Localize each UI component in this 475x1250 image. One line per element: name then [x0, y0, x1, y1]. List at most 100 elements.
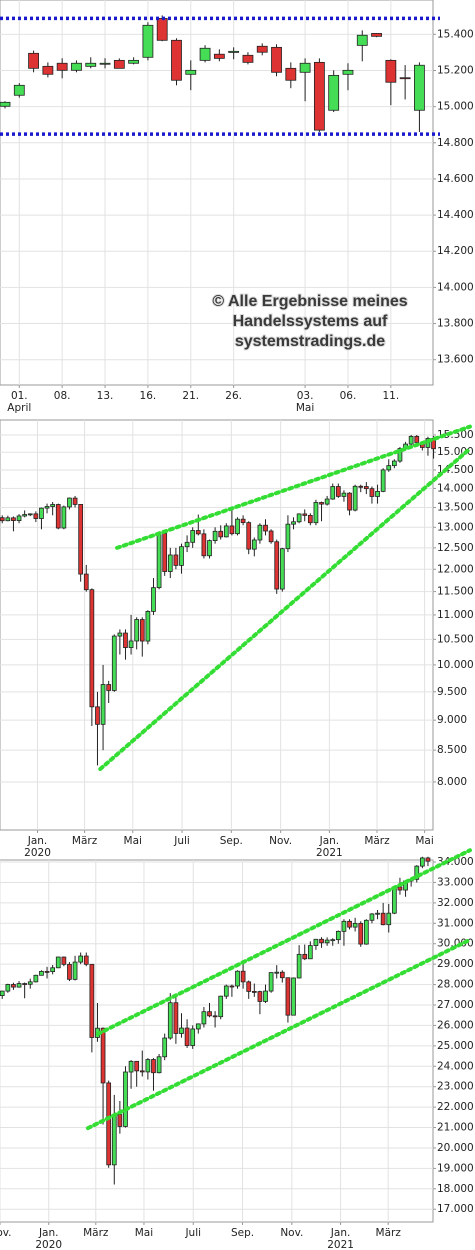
x-tick-label: Jan. [38, 1227, 59, 1239]
candle-body [330, 939, 336, 942]
candle-body [358, 485, 364, 488]
candle-body [117, 1114, 123, 1127]
y-tick-label: 14.500 [437, 464, 474, 476]
candle-body [268, 530, 274, 543]
trendline [115, 424, 472, 550]
y-tick-label: 15.200 [437, 64, 474, 76]
candle-body [78, 504, 84, 575]
candle-body [28, 52, 39, 69]
x-tick-label: 11. [382, 390, 399, 402]
candle-body [397, 886, 403, 891]
candle-body [67, 497, 72, 508]
candle-body [313, 938, 319, 946]
y-tick-label: 10.000 [437, 659, 474, 671]
candle-body [72, 961, 78, 980]
candle-body [212, 530, 218, 542]
y-tick-label: 11.000 [437, 609, 474, 621]
candle-body [50, 967, 56, 973]
candle-body [414, 865, 420, 880]
candle-body [55, 504, 61, 529]
candle-body [319, 938, 324, 944]
y-tick-label: 8.500 [437, 744, 467, 756]
candle-body [291, 977, 296, 1016]
x-tick-label: Jan. [330, 1227, 351, 1239]
x-tick-label: Nov. [280, 1227, 303, 1239]
candle-body [256, 45, 268, 53]
trendline [96, 848, 472, 1036]
candle-body [335, 930, 341, 941]
y-tick-label: 15.500 [437, 429, 474, 441]
candle-body [99, 62, 111, 65]
candle-body [42, 65, 54, 75]
y-tick-label: 11.500 [437, 586, 474, 598]
y-tick-label: 9.000 [437, 714, 467, 726]
candle-body [274, 541, 280, 590]
candle-body [179, 1027, 184, 1034]
candle-body [111, 1114, 117, 1166]
candle-body [134, 1060, 140, 1072]
y-tick-label: 27.000 [437, 999, 474, 1011]
y-tick-label: 12.500 [437, 542, 474, 554]
candle-body [0, 101, 11, 107]
candle-body [0, 517, 5, 522]
candle-body [145, 610, 151, 642]
candle-body [313, 502, 319, 524]
candle-body [218, 995, 224, 1018]
candle-body [414, 64, 425, 111]
candle-body [380, 912, 386, 926]
y-tick-label: 14.800 [437, 137, 474, 149]
candle-body [100, 1027, 106, 1084]
candle-body [151, 1059, 156, 1074]
candle-body [363, 919, 369, 945]
x-tick-label: Jan. [319, 835, 340, 847]
candle-body [5, 517, 11, 522]
candle-body [307, 514, 313, 524]
watermark: Handelssystems auf [233, 313, 388, 330]
candle-body [330, 486, 336, 500]
x-tick-label: Mai [135, 1227, 153, 1239]
candle-body [324, 939, 330, 944]
y-tick-label: 33.000 [437, 876, 474, 888]
candle-body [39, 507, 44, 519]
candle-body [113, 59, 125, 69]
y-tick-label: 10.500 [437, 633, 474, 645]
candle-body [257, 991, 263, 1002]
candle-body [106, 1082, 112, 1166]
x-tick-label: Juli [184, 1227, 201, 1239]
candle-body [263, 524, 268, 532]
y-tick-label: 34.000 [437, 856, 474, 868]
candle-body [27, 981, 33, 985]
watermark: systemstradings.de [235, 333, 385, 350]
candle-body [128, 1060, 134, 1073]
x-tick-label-secondary: 2020 [35, 1239, 62, 1250]
candle-body [369, 913, 375, 921]
candle-body [386, 912, 392, 926]
candle-body [190, 1028, 196, 1046]
y-tick-label: 26.000 [437, 1019, 474, 1031]
candle-body [235, 970, 240, 987]
y-tick-label: 9.500 [437, 686, 467, 698]
candle-body [190, 530, 196, 543]
candle-body [285, 67, 297, 81]
candle-body [167, 554, 173, 572]
candle-body [139, 619, 145, 642]
candle-body [307, 945, 313, 960]
candle-body [11, 517, 16, 521]
candle-body [72, 497, 78, 505]
x-tick-label: 03. [297, 390, 314, 402]
y-tick-label: 14.400 [437, 209, 474, 221]
candle-body [358, 922, 364, 945]
candle-body [184, 1027, 190, 1046]
candle-body [363, 486, 369, 490]
y-tick-label: 12.000 [437, 563, 474, 575]
candle-body [380, 469, 386, 492]
candle-body [375, 490, 380, 497]
chart-panel: 13.600 13.800 14.000 14.200 14.400 14.600 14.8… [0, 0, 474, 414]
candle-body [128, 59, 140, 64]
x-tick-label-secondary: 2020 [24, 847, 51, 859]
candle-body [16, 983, 22, 988]
y-tick-label: 29.000 [437, 958, 474, 970]
candle-body [56, 62, 68, 71]
